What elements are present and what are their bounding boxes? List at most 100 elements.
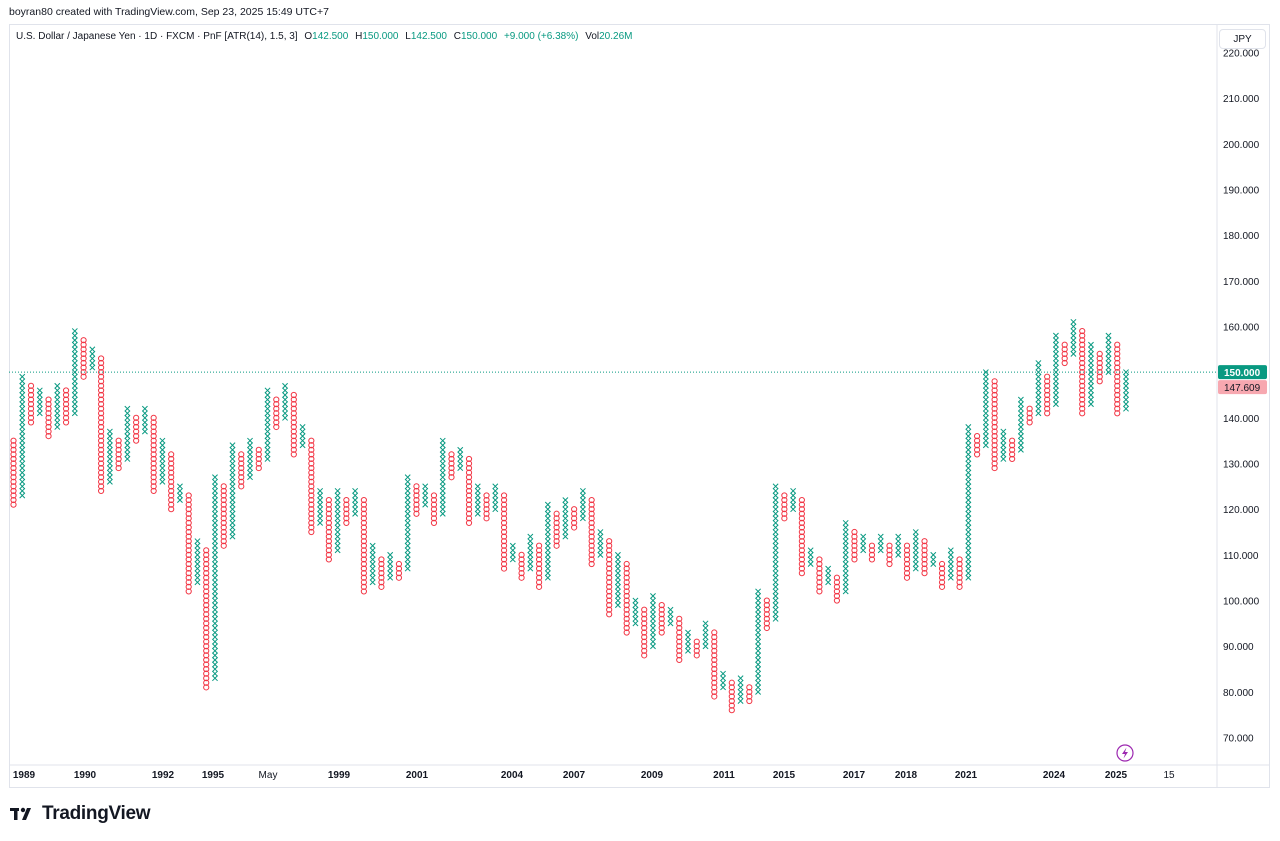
pnf-x-box xyxy=(19,387,26,394)
pnf-x-column xyxy=(509,542,516,563)
pnf-o-box xyxy=(1114,355,1121,362)
pnf-x-box xyxy=(212,556,218,563)
pnf-o-box xyxy=(62,414,70,421)
pnf-o-column xyxy=(886,542,893,568)
pnf-o-box xyxy=(991,437,998,444)
pnf-o-box xyxy=(606,597,613,604)
pnf-x-box xyxy=(71,405,78,412)
pnf-o-box xyxy=(325,496,332,504)
pnf-x-box xyxy=(54,405,61,412)
pnf-o-box xyxy=(763,602,770,609)
pnf-o-column xyxy=(1026,405,1033,426)
pnf-o-box xyxy=(185,579,192,586)
pnf-x-box xyxy=(650,606,656,613)
pnf-o-box xyxy=(97,364,105,371)
pnf-o-box xyxy=(1044,396,1051,403)
pnf-x-box xyxy=(404,533,411,540)
pnf-x-box xyxy=(124,433,131,440)
pnf-x-box xyxy=(1070,350,1077,357)
pnf-x-box xyxy=(439,506,446,513)
pnf-x-box xyxy=(965,478,972,485)
pnf-o-box xyxy=(10,474,17,481)
currency-button[interactable]: JPY xyxy=(1219,29,1266,49)
pnf-o-box xyxy=(80,350,87,357)
pnf-o-box xyxy=(623,602,630,609)
pnf-x-box xyxy=(842,583,849,590)
pnf-x-box xyxy=(544,533,551,540)
pnf-o-box xyxy=(991,428,998,435)
price-tick-label: 140.000 xyxy=(1223,414,1260,425)
pnf-o-box xyxy=(1114,396,1121,403)
pnf-x-box xyxy=(387,570,394,577)
pnf-x-box xyxy=(212,625,218,631)
pnf-o-box xyxy=(518,560,525,568)
pnf-x-column xyxy=(930,551,937,567)
pnf-x-box xyxy=(1035,373,1042,380)
pnf-x-box xyxy=(404,519,411,526)
pnf-o-box xyxy=(518,574,525,581)
pnf-x-box xyxy=(317,487,324,494)
pnf-o-box xyxy=(991,419,998,426)
symbol-description[interactable]: U.S. Dollar / Japanese Yen · 1D · FXCM ·… xyxy=(16,31,298,42)
pnf-o-box xyxy=(676,624,683,632)
pnf-o-box xyxy=(238,469,245,476)
pnf-o-box xyxy=(623,597,630,604)
pnf-x-box xyxy=(474,483,481,490)
pnf-o-box xyxy=(588,519,595,527)
pnf-o-box xyxy=(588,542,595,549)
pnf-o-box xyxy=(693,643,700,650)
pnf-o-column xyxy=(500,492,508,572)
pnf-x-column xyxy=(439,437,446,517)
pnf-o-box xyxy=(606,588,613,595)
pnf-o-box xyxy=(483,506,490,513)
current-price-label: 150.000 xyxy=(1224,368,1261,379)
pnf-x-box xyxy=(89,360,96,366)
pnf-o-box xyxy=(1026,414,1033,421)
pnf-o-box xyxy=(80,369,87,376)
pnf-o-box xyxy=(360,496,367,504)
pnf-x-box xyxy=(965,465,972,472)
pnf-x-box xyxy=(1035,378,1042,385)
pnf-o-box xyxy=(483,515,490,522)
pnf-o-box xyxy=(728,693,735,700)
pnf-x-box xyxy=(685,638,691,645)
pnf-x-box xyxy=(19,382,26,389)
pnf-x-box xyxy=(807,561,814,567)
pnf-x-box xyxy=(1088,369,1094,376)
pnf-x-box xyxy=(965,483,972,490)
pnf-o-box xyxy=(115,446,122,453)
pnf-x-box xyxy=(299,424,306,430)
pnf-x-box xyxy=(544,501,551,508)
pnf-o-box xyxy=(308,474,315,481)
pnf-x-column xyxy=(527,533,534,572)
pnf-o-box xyxy=(588,551,595,558)
pnf-x-box xyxy=(212,510,218,517)
pnf-x-box xyxy=(106,442,113,449)
pnf-o-box xyxy=(220,519,227,527)
pnf-x-box xyxy=(212,597,218,604)
pnf-o-box xyxy=(203,620,210,627)
pnf-o-box xyxy=(641,611,648,618)
last-price-label: 147.609 xyxy=(1224,383,1261,394)
pnf-x-column xyxy=(71,328,78,417)
pnf-o-box xyxy=(1114,350,1121,357)
pnf-x-box xyxy=(702,643,709,650)
pnf-o-box xyxy=(115,442,122,449)
pnf-o-box xyxy=(290,437,297,444)
lightning-icon[interactable] xyxy=(1116,744,1134,762)
pnf-o-box xyxy=(483,501,490,508)
pnf-o-box xyxy=(10,487,17,495)
pnf-chart[interactable]: 70.00080.00090.000100.000110.000120.0001… xyxy=(0,0,1280,800)
pnf-x-box xyxy=(755,606,762,613)
pnf-x-box xyxy=(352,501,359,508)
pnf-o-box xyxy=(588,533,595,540)
pnf-x-column xyxy=(1017,396,1024,453)
pnf-x-box xyxy=(947,565,954,572)
pnf-x-column xyxy=(842,519,849,595)
pnf-o-box xyxy=(185,519,192,527)
pnf-x-box xyxy=(965,424,972,430)
pnf-x-box xyxy=(264,414,271,421)
pnf-x-box xyxy=(212,524,218,531)
pnf-x-box xyxy=(334,529,341,535)
pnf-x-box xyxy=(19,410,26,417)
